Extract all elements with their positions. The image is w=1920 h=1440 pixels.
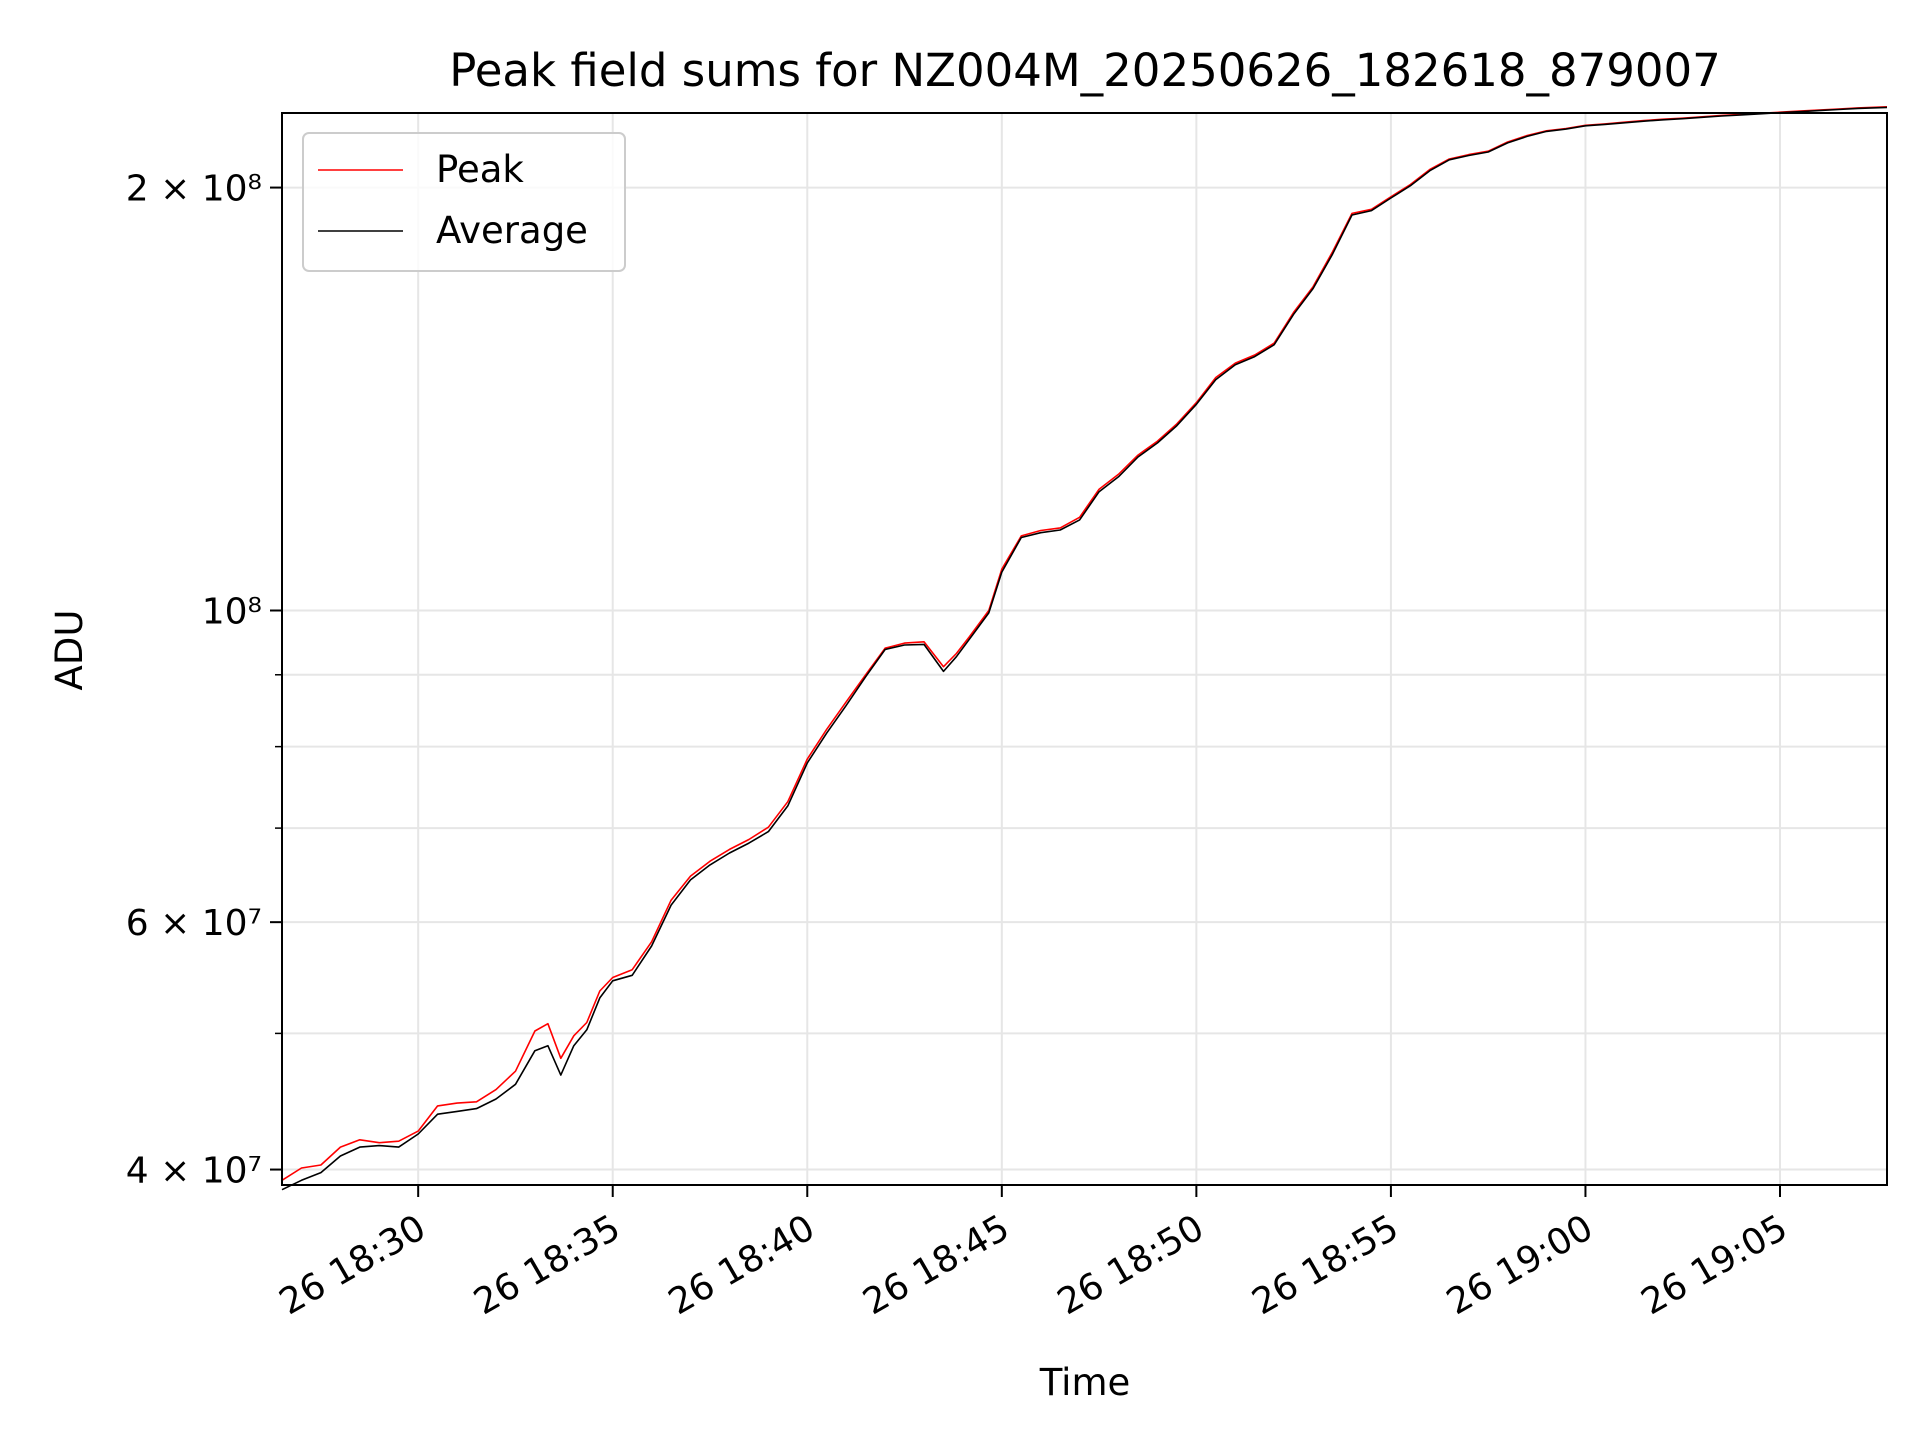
- y-tick-label: 6 × 10⁷: [126, 903, 262, 944]
- y-tick-label: 4 × 10⁷: [126, 1151, 262, 1192]
- y-axis-label: ADU: [48, 610, 91, 691]
- chart-title: Peak field sums for NZ004M_20250626_1826…: [449, 44, 1721, 97]
- series-line-average: [281, 106, 1888, 1191]
- plot-frame: [281, 112, 1888, 1186]
- legend-box: [302, 132, 626, 272]
- series-lines: [281, 106, 1888, 1191]
- legend: Peak Average: [302, 132, 626, 272]
- legend-label-average: Average: [436, 209, 588, 252]
- x-axis-label: Time: [1039, 1361, 1131, 1404]
- y-axis: 4 × 10⁷ 6 × 10⁷ 10⁸ 2 × 10⁸: [126, 169, 282, 1192]
- legend-label-peak: Peak: [436, 148, 524, 191]
- y-tick-label: 10⁸: [202, 591, 262, 632]
- y-tick-label: 2 × 10⁸: [126, 169, 262, 210]
